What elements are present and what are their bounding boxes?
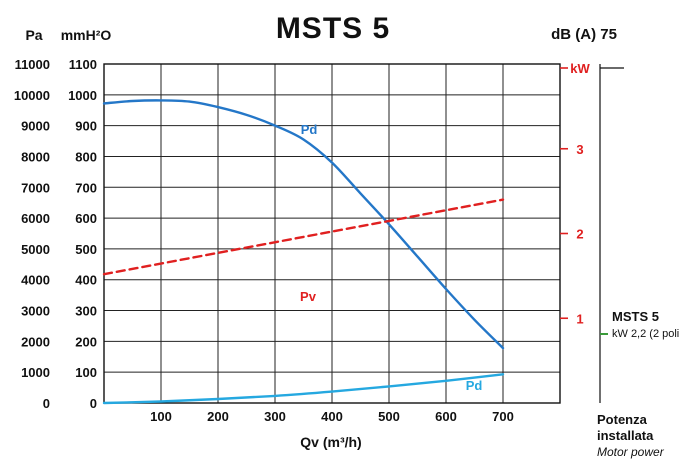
mmh2o-tick-label: 1000 (68, 88, 97, 103)
pa-tick-label: 2000 (21, 334, 50, 349)
series-label-pd-lower: Pd (466, 378, 483, 393)
chart-title: MSTS 5 (276, 12, 390, 45)
pa-tick-label: 5000 (21, 242, 50, 257)
pa-tick-label: 3000 (21, 304, 50, 319)
mmh2o-tick-label: 700 (75, 180, 97, 195)
kw-tick-label: 1 (576, 311, 583, 326)
x-tick-label: 600 (435, 409, 457, 424)
series-line-pv-1 (102, 198, 505, 276)
pa-tick-label: 7000 (21, 180, 50, 195)
mmh2o-tick-label: 0 (90, 396, 97, 411)
mmh2o-tick-labels: 0 100 200 300 400 500 600 700 800 900 1000 1100 (68, 57, 97, 411)
series-line-pd-2 (102, 373, 505, 405)
mmh2o-tick-label: 900 (75, 119, 97, 134)
power-axis-unit: kW (570, 61, 590, 76)
series-layer (102, 99, 505, 405)
x-tick-label: 700 (492, 409, 514, 424)
noise-label: dB (A) 75 (551, 26, 617, 43)
mmh2o-tick-label: 100 (75, 365, 97, 380)
x-tick-label: 100 (150, 409, 172, 424)
pa-tick-label: 1000 (21, 365, 50, 380)
x-tick-label: 500 (378, 409, 400, 424)
motor-model: MSTS 5 (612, 309, 659, 324)
series-line-pd-0 (102, 99, 505, 350)
series-label-pv: Pv (300, 289, 317, 304)
x-tick-labels: 100 200 300 400 500 600 700 (150, 409, 514, 424)
pa-tick-label: 11000 (15, 57, 50, 72)
pa-tick-label: 0 (43, 396, 50, 411)
footer-potenza: Potenza (597, 412, 648, 427)
pa-axis-unit: Pa (25, 27, 42, 43)
pa-tick-label: 6000 (21, 211, 50, 226)
mmh2o-tick-label: 800 (75, 149, 97, 164)
pa-tick-label: 4000 (21, 273, 50, 288)
footer-motor-power: Motor power (597, 445, 665, 459)
x-axis-title: Qv (m³/h) (300, 434, 361, 450)
motor-power: kW 2,2 (2 poli (612, 328, 679, 340)
mmh2o-axis-unit: mmH²O (61, 27, 112, 43)
x-tick-label: 300 (264, 409, 286, 424)
power-tick-labels: 1 2 3 (560, 142, 584, 326)
mmh2o-tick-label: 600 (75, 211, 97, 226)
grid-lines (104, 63, 560, 404)
pa-tick-label: 9000 (21, 119, 50, 134)
pa-tick-label: 8000 (21, 149, 50, 164)
kw-tick-label: 3 (576, 142, 583, 157)
mmh2o-tick-label: 200 (75, 334, 97, 349)
x-tick-label: 400 (321, 409, 343, 424)
pa-tick-label: 10000 (14, 88, 50, 103)
series-label-pd-upper: Pd (301, 122, 318, 137)
mmh2o-tick-label: 400 (75, 273, 97, 288)
kw-tick-label: 2 (576, 227, 583, 242)
mmh2o-tick-label: 300 (75, 304, 97, 319)
footer-installata: installata (597, 428, 654, 443)
x-tick-label: 200 (207, 409, 229, 424)
mmh2o-tick-label: 1100 (69, 57, 97, 72)
mmh2o-tick-label: 500 (75, 242, 97, 257)
pa-tick-labels: 0 1000 2000 3000 4000 5000 6000 7000 8000 9000 100… (14, 57, 50, 411)
